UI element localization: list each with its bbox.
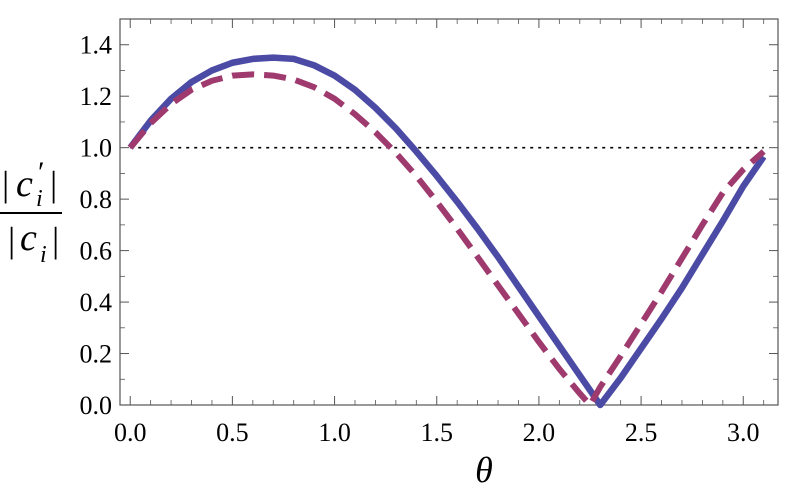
y-title-num-prime: ′	[38, 156, 45, 189]
y-axis-title: | c ′ i | | c i |	[0, 156, 62, 268]
y-tick-label: 1.4	[80, 31, 113, 60]
y-title-num-sub: i	[36, 186, 43, 212]
x-tick-label: 2.0	[523, 418, 556, 447]
x-axis-title: θ	[475, 450, 493, 490]
series-solid-line	[127, 54, 767, 409]
y-tick-label: 0.0	[80, 391, 113, 420]
plot-frame	[119, 18, 779, 406]
y-tick-label: 0.2	[80, 340, 113, 369]
y-tick-label: 0.8	[80, 185, 113, 214]
y-tick-label: 1.2	[80, 82, 113, 111]
y-tick-label: 0.4	[80, 288, 113, 317]
y-title-bar-left-top: |	[2, 164, 9, 204]
y-title-bar-right-top: |	[50, 164, 57, 204]
y-title-den-c: c	[20, 217, 37, 259]
x-tick-label: 1.0	[318, 418, 351, 447]
x-tick-label: 3.0	[727, 418, 760, 447]
series-dashed-line	[127, 71, 766, 408]
y-title-num-c: c	[16, 163, 33, 205]
x-tick-label: 0.0	[114, 418, 147, 447]
y-axis-title-denominator: | c i |	[8, 217, 59, 268]
y-tick-label: 1.0	[80, 134, 113, 163]
x-tick-label: 2.5	[625, 418, 658, 447]
y-title-bar-right-bottom: |	[52, 220, 59, 260]
y-tick-label: 0.6	[80, 237, 113, 266]
x-tick-label: 1.5	[420, 418, 453, 447]
y-title-bar-left-bottom: |	[8, 220, 15, 260]
y-title-den-sub: i	[40, 242, 47, 268]
x-tick-label: 0.5	[216, 418, 249, 447]
y-axis-title-numerator: | c ′ i |	[2, 156, 57, 212]
